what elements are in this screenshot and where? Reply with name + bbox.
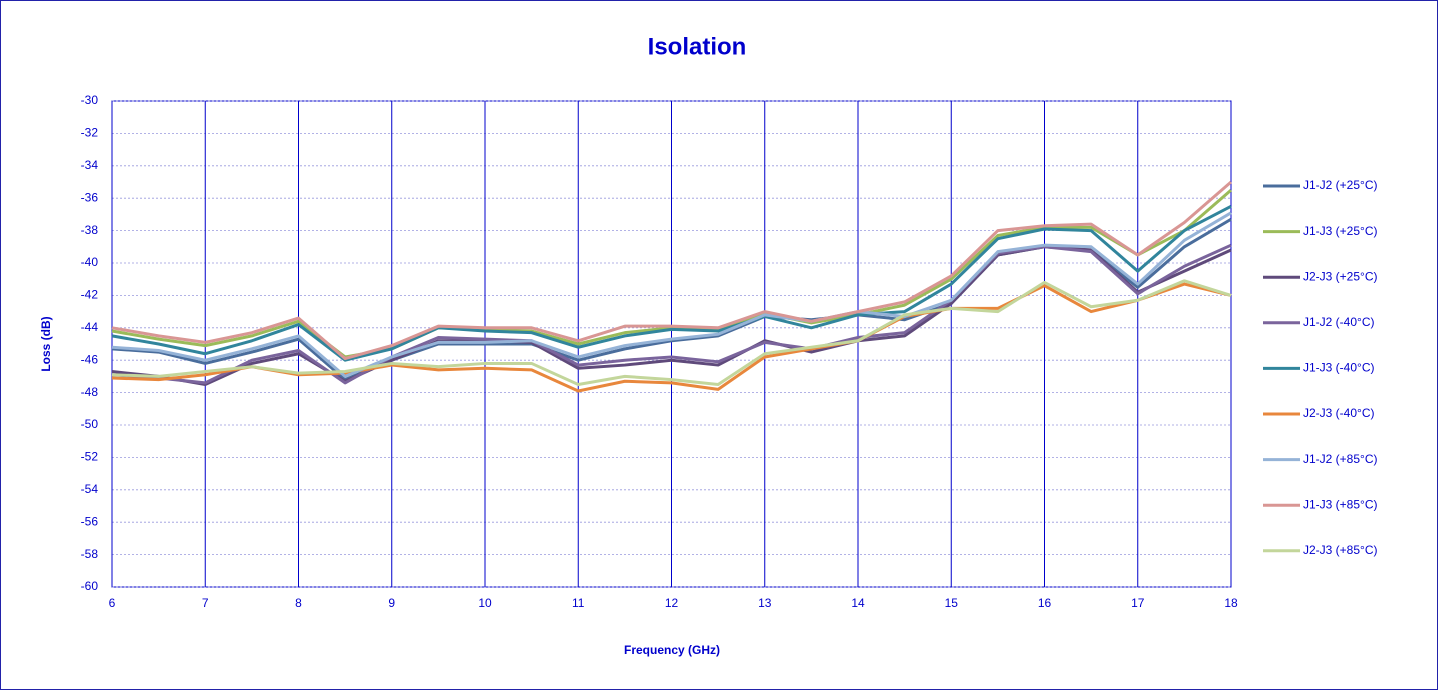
x-axis-label: Frequency (GHz) — [624, 643, 720, 657]
y-tick-label: -38 — [81, 223, 99, 237]
legend-label: J1-J3 (+85°C) — [1303, 497, 1378, 511]
y-tick-label: -50 — [81, 417, 99, 431]
x-tick-label: 14 — [851, 596, 865, 610]
y-tick-label: -30 — [81, 93, 99, 107]
y-tick-label: -48 — [81, 385, 99, 399]
series-line — [111, 204, 1232, 362]
legend-label: J1-J2 (+85°C) — [1303, 452, 1378, 466]
legend-label: J1-J3 (+25°C) — [1303, 224, 1378, 238]
legend-label: J2-J3 (+25°C) — [1303, 269, 1378, 283]
y-tick-label: -44 — [81, 320, 99, 334]
y-tick-label: -56 — [81, 514, 99, 528]
x-tick-label: 8 — [295, 596, 302, 610]
series-line — [111, 211, 1232, 378]
series-line — [111, 180, 1232, 361]
x-tick-label: 15 — [945, 596, 959, 610]
y-tick-label: -58 — [81, 547, 99, 561]
y-tick-label: -46 — [81, 352, 99, 366]
y-axis-label: Loss (dB) — [39, 316, 53, 371]
chart-title: Isolation — [648, 33, 747, 60]
y-tick-label: -42 — [81, 288, 99, 302]
x-tick-label: 17 — [1131, 596, 1145, 610]
series-line — [111, 243, 1232, 385]
y-tick-label: -54 — [81, 482, 99, 496]
x-tick-label: 7 — [202, 596, 209, 610]
series-line — [111, 282, 1232, 393]
y-tick-label: -32 — [81, 126, 99, 140]
x-tick-label: 13 — [758, 596, 772, 610]
y-tick-label: -60 — [81, 579, 99, 593]
legend-label: J1-J2 (+25°C) — [1303, 178, 1378, 192]
y-tick-label: -52 — [81, 450, 99, 464]
y-tick-label: -34 — [81, 158, 99, 172]
legend-label: J2-J3 (-40°C) — [1303, 406, 1374, 420]
x-tick-label: 9 — [388, 596, 395, 610]
x-tick-label: 6 — [109, 596, 116, 610]
x-tick-label: 16 — [1038, 596, 1052, 610]
x-tick-label: 18 — [1224, 596, 1238, 610]
legend-label: J2-J3 (+85°C) — [1303, 543, 1378, 557]
legend-label: J1-J3 (-40°C) — [1303, 361, 1374, 375]
x-tick-label: 12 — [665, 596, 679, 610]
legend-label: J1-J2 (-40°C) — [1303, 315, 1374, 329]
series-line — [111, 188, 1232, 359]
y-tick-label: -40 — [81, 255, 99, 269]
x-tick-label: 10 — [478, 596, 492, 610]
x-tick-label: 11 — [572, 596, 585, 610]
series-line — [111, 279, 1232, 386]
y-tick-label: -36 — [81, 190, 99, 204]
